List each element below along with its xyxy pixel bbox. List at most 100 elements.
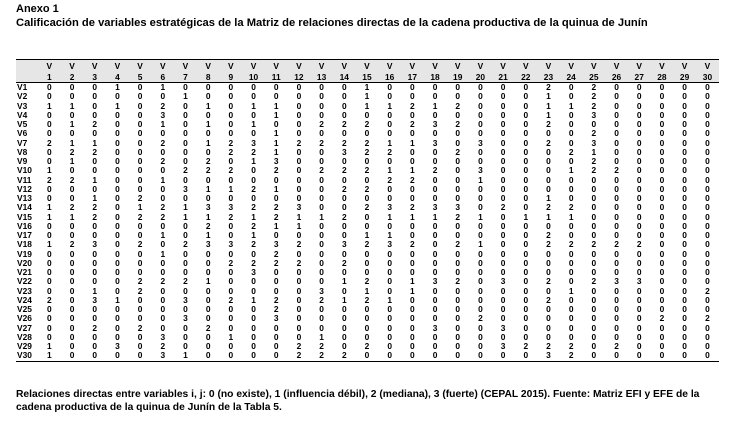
matrix-cell: 0 xyxy=(251,304,256,314)
matrix-cell: 0 xyxy=(319,313,324,324)
matrix-cell: 0 xyxy=(296,91,302,102)
matrix-cell: 0 xyxy=(296,230,302,240)
matrix-cell: 0 xyxy=(673,351,696,362)
matrix-cell: 2 xyxy=(137,322,143,333)
matrix-cell: 0 xyxy=(546,322,551,333)
matrix-cell: 0 xyxy=(682,341,687,351)
matrix-cell: 3 xyxy=(183,294,188,305)
matrix-cell: 0 xyxy=(341,267,347,277)
matrix-cell: 0 xyxy=(296,82,302,92)
matrix-cell: 0 xyxy=(228,276,234,287)
matrix-cell: 0 xyxy=(183,193,188,203)
matrix-cell: 1 xyxy=(546,193,551,203)
matrix-cell: 0 xyxy=(341,322,347,333)
matrix-cell: 1 xyxy=(410,137,415,148)
matrix-cell: 0 xyxy=(341,248,347,259)
matrix-cell: 0 xyxy=(341,304,347,314)
matrix-cell: 0 xyxy=(627,351,651,362)
matrix-cell: 2 xyxy=(228,211,234,222)
matrix-cell: 0 xyxy=(160,285,166,296)
matrix-cell: 0 xyxy=(341,331,347,342)
matrix-cell: 0 xyxy=(432,146,438,157)
matrix-cell: 0 xyxy=(387,304,392,314)
matrix-cell: 0 xyxy=(682,193,687,203)
matrix-cell: 0 xyxy=(614,202,619,213)
matrix-cell: 1 xyxy=(69,211,75,222)
matrix-cell: 1 xyxy=(387,165,392,176)
matrix-cell: 0 xyxy=(92,257,98,268)
matrix-cell: 2 xyxy=(251,183,256,194)
matrix-cell: 2 xyxy=(273,211,279,222)
matrix-cell: 2 xyxy=(160,211,166,222)
matrix-cell: 2 xyxy=(568,341,574,351)
matrix-cell: 0 xyxy=(387,313,392,324)
matrix-body: V1 0 0 0 1 0 1 0 0 0 0 0 0 0 0 1 0 0 0 0 0 0 0 2 0 2 0 0 0 0 0 V2 0 0 0 0 0 0… xyxy=(16,82,719,362)
matrix-cell: 0 xyxy=(682,211,687,222)
matrix-cell: 0 xyxy=(500,128,506,139)
matrix-cell: 0 xyxy=(614,109,619,120)
matrix-cell: 2 xyxy=(364,165,370,176)
matrix-cell: 0 xyxy=(568,137,574,148)
column-header-letter: V xyxy=(106,59,129,71)
matrix-cell: 3 xyxy=(432,137,438,148)
matrix-cell: 1 xyxy=(273,146,279,157)
matrix-cell: 1 xyxy=(174,351,197,362)
matrix-cell: 0 xyxy=(695,351,719,362)
matrix-cell: 0 xyxy=(137,119,143,129)
matrix-cell: 0 xyxy=(273,193,279,203)
matrix-cell: 0 xyxy=(568,82,574,92)
matrix-cell: 0 xyxy=(69,220,75,231)
matrix-cell: 0 xyxy=(591,257,597,268)
matrix-cell: 1 xyxy=(523,211,529,222)
matrix-cell: 3 xyxy=(160,109,166,120)
matrix-cell: 0 xyxy=(115,276,120,287)
matrix-cell: 0 xyxy=(319,156,324,166)
matrix-cell: 2 xyxy=(410,239,415,250)
matrix-cell: 0 xyxy=(591,331,597,342)
matrix-cell: 0 xyxy=(251,193,256,203)
matrix-cell: 0 xyxy=(183,267,188,277)
matrix-cell: 0 xyxy=(500,267,506,277)
matrix-cell: 0 xyxy=(523,257,529,268)
matrix-cell: 0 xyxy=(432,82,438,92)
matrix-cell: 0 xyxy=(455,193,461,203)
matrix-cell: 2 xyxy=(364,146,370,157)
matrix-cell: 0 xyxy=(432,156,438,166)
column-header-number: 10 xyxy=(242,71,265,83)
matrix-cell: 0 xyxy=(92,100,98,111)
column-header-number: 17 xyxy=(401,71,424,83)
matrix-cell: 0 xyxy=(500,137,506,148)
matrix-cell: 2 xyxy=(319,294,324,305)
matrix-cell: 1 xyxy=(69,137,75,148)
matrix-cell: 0 xyxy=(273,341,279,351)
matrix-cell: 2 xyxy=(546,119,551,129)
matrix-cell: 1 xyxy=(205,119,211,129)
row-label: V16 xyxy=(17,220,32,231)
matrix-cell: 2 xyxy=(455,239,461,250)
matrix-cell: 0 xyxy=(160,304,166,314)
matrix-cell: 0 xyxy=(591,313,597,324)
column-header-letter: V xyxy=(242,59,265,71)
matrix-cell: 0 xyxy=(115,220,120,231)
matrix-cell: 0 xyxy=(682,313,687,324)
matrix-cell: 3 xyxy=(92,239,98,250)
column-header-letter: V xyxy=(378,59,401,71)
column-header-number: 28 xyxy=(650,71,674,83)
matrix-cell: 1 xyxy=(432,211,438,222)
matrix-cell: 0 xyxy=(591,285,597,296)
matrix-cell: 1 xyxy=(273,128,279,139)
matrix-cell: 0 xyxy=(410,146,415,157)
column-header-number: 24 xyxy=(559,71,583,83)
matrix-cell: 2 xyxy=(137,193,143,203)
matrix-cell: 3 xyxy=(341,146,347,157)
matrix-cell: 0 xyxy=(514,351,538,362)
matrix-cell: 0 xyxy=(319,109,324,120)
matrix-cell: 0 xyxy=(455,156,461,166)
matrix-cell: 0 xyxy=(273,276,279,287)
matrix-cell: 1 xyxy=(364,91,370,102)
matrix-cell: 3 xyxy=(432,276,438,287)
matrix-cell: 0 xyxy=(47,220,52,231)
matrix-cell: 1 xyxy=(387,100,392,111)
column-header-number: 20 xyxy=(469,71,492,83)
matrix-cell: 0 xyxy=(546,248,551,259)
